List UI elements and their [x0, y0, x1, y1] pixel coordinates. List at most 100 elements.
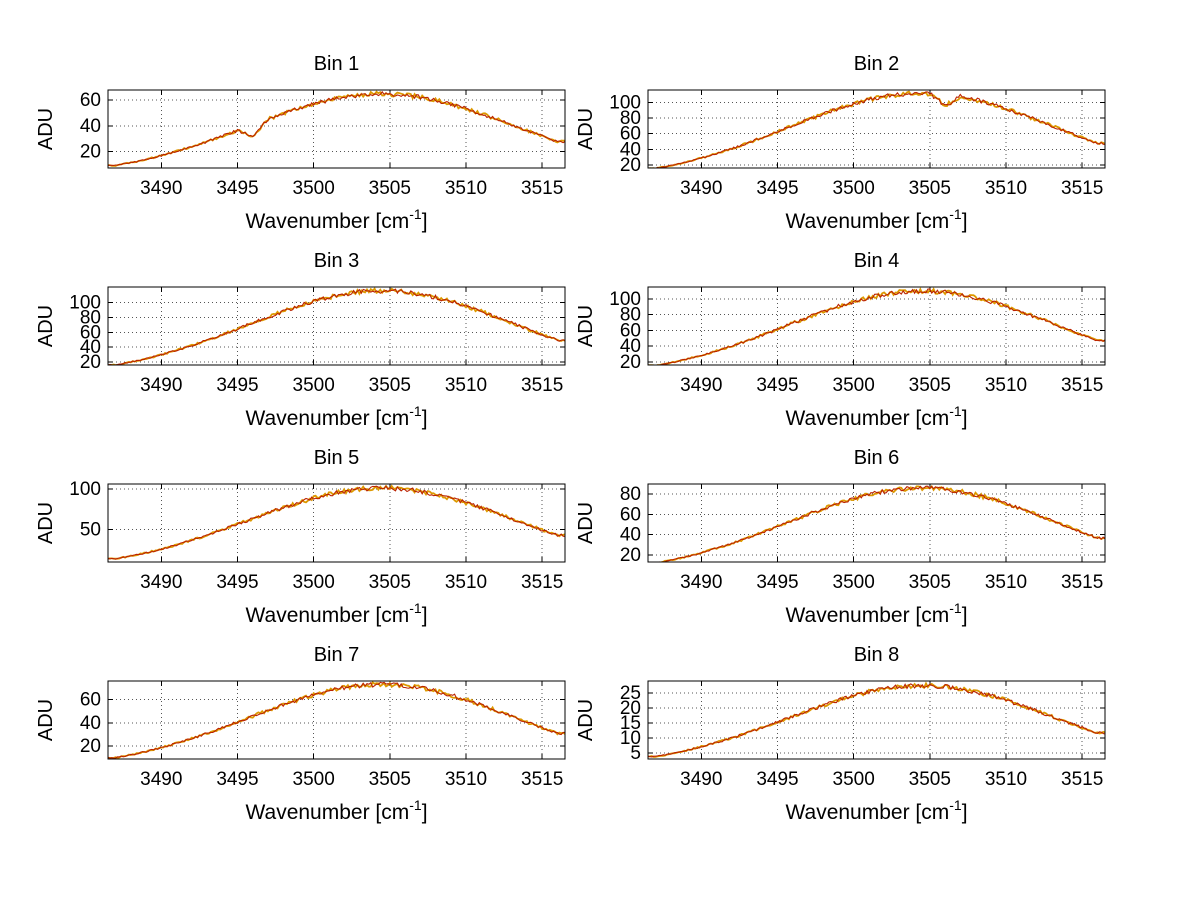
x-tick-label: 3500: [833, 572, 875, 593]
x-tick-label: 3495: [216, 375, 258, 396]
x-tick-label: 3495: [756, 572, 798, 593]
x-tick-label: 3515: [1061, 178, 1103, 199]
x-tick-label: 3505: [909, 375, 951, 396]
grid-lines: [108, 287, 565, 365]
axes-box: [647, 680, 1106, 760]
subplot-title: Bin 8: [854, 644, 900, 666]
y-tick-label: 80: [620, 305, 641, 326]
axes-box: [107, 483, 566, 563]
x-tick-label: 3515: [1061, 375, 1103, 396]
y-tick-label: 40: [620, 336, 641, 357]
x-axis-label: Wavenumber [cm-1]: [785, 797, 967, 824]
x-tick-label: 3495: [756, 769, 798, 790]
y-tick-label: 60: [620, 504, 641, 525]
series-lines: [108, 90, 565, 167]
y-tick-label: 20: [80, 141, 101, 162]
y-tick-label: 100: [69, 479, 101, 500]
series-line-under: [108, 90, 565, 167]
x-tick-label: 3490: [680, 375, 722, 396]
x-axis-label: Wavenumber [cm-1]: [245, 600, 427, 627]
grid-lines: [108, 90, 565, 168]
y-tick-label: 100: [609, 289, 641, 310]
y-tick-label: 40: [620, 525, 641, 546]
grid-lines: [648, 90, 1105, 168]
subplot-title: Bin 1: [314, 53, 360, 75]
axes-box: [107, 680, 566, 760]
series-line-top: [108, 681, 565, 759]
x-tick-label: 3510: [445, 769, 487, 790]
x-tick-label: 3490: [140, 375, 182, 396]
grid-lines: [648, 287, 1105, 365]
y-tick-label: 60: [620, 320, 641, 341]
x-tick-label: 3510: [445, 178, 487, 199]
x-tick-label: 3495: [216, 572, 258, 593]
y-tick-label: 50: [80, 520, 101, 541]
grid-lines: [108, 681, 565, 759]
series-line-under: [648, 287, 1105, 365]
x-tick-label: 3505: [369, 178, 411, 199]
subplot-title: Bin 3: [314, 250, 360, 272]
series-lines: [648, 90, 1105, 168]
series-line-top: [108, 485, 565, 560]
x-axis-label: Wavenumber [cm-1]: [785, 600, 967, 627]
x-tick-label: 3515: [521, 178, 563, 199]
x-tick-label: 3505: [369, 572, 411, 593]
y-tick-label: 20: [80, 352, 101, 373]
series-lines: [108, 681, 565, 759]
y-axis-label: ADU: [575, 502, 597, 544]
x-tick-label: 3495: [216, 769, 258, 790]
x-tick-label: 3510: [985, 572, 1027, 593]
x-tick-label: 3505: [909, 178, 951, 199]
series-line-top: [648, 91, 1105, 168]
y-tick-label: 20: [620, 352, 641, 373]
tick-marks: [648, 484, 1105, 562]
y-axis-label: ADU: [575, 305, 597, 347]
series-line-under: [648, 681, 1105, 758]
series-line-under: [108, 484, 565, 560]
series-lines: [108, 287, 565, 365]
subplot-title: Bin 4: [854, 250, 900, 272]
axes-box: [647, 286, 1106, 366]
series-line-under: [649, 485, 1105, 562]
y-axis-label: ADU: [35, 305, 57, 347]
x-tick-label: 3505: [369, 769, 411, 790]
x-tick-label: 3500: [833, 178, 875, 199]
series-lines: [648, 681, 1105, 758]
x-axis-label: Wavenumber [cm-1]: [785, 206, 967, 233]
y-tick-label: 10: [620, 728, 641, 749]
x-tick-label: 3495: [756, 178, 798, 199]
y-tick-label: 60: [80, 90, 101, 111]
y-tick-label: 60: [620, 124, 641, 145]
axes-box: [107, 286, 566, 366]
grid-lines: [648, 681, 1105, 759]
y-tick-label: 80: [620, 108, 641, 129]
subplot-title: Bin 2: [854, 53, 900, 75]
x-tick-label: 3515: [1061, 769, 1103, 790]
y-tick-label: 60: [80, 322, 101, 343]
series-line-under: [648, 90, 1105, 168]
x-tick-label: 3500: [293, 572, 335, 593]
tick-marks: [108, 287, 565, 365]
x-tick-label: 3510: [445, 572, 487, 593]
y-tick-label: 100: [609, 92, 641, 113]
x-tick-label: 3490: [680, 178, 722, 199]
y-tick-label: 40: [620, 139, 641, 160]
x-tick-label: 3510: [445, 375, 487, 396]
x-tick-label: 3500: [833, 375, 875, 396]
x-tick-label: 3490: [680, 572, 722, 593]
series-line-top: [649, 288, 1105, 365]
y-tick-label: 40: [80, 337, 101, 358]
subplot-title: Bin 6: [854, 447, 900, 469]
series-line-top: [648, 683, 1105, 758]
x-tick-label: 3515: [521, 572, 563, 593]
y-tick-label: 80: [620, 484, 641, 505]
series-line-top: [658, 485, 1105, 562]
y-tick-label: 60: [80, 690, 101, 711]
y-tick-label: 20: [620, 155, 641, 176]
y-axis-label: ADU: [575, 699, 597, 741]
axes-box: [647, 89, 1106, 169]
tick-marks: [648, 90, 1105, 168]
